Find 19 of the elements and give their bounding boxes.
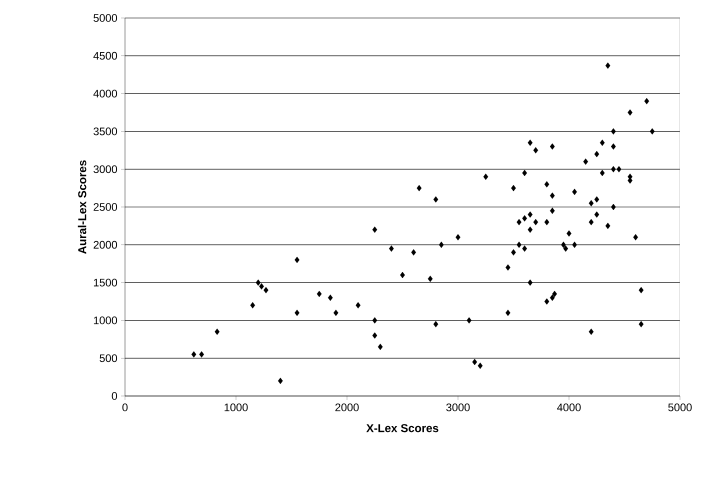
y-tick-label: 500	[100, 354, 118, 362]
y-tick-label: 2000	[94, 240, 118, 249]
x-tick-label: 3000	[446, 404, 470, 412]
y-axis-title: Aural-Lex Scores	[78, 160, 86, 254]
y-tick-label: 3500	[94, 128, 118, 136]
y-tick-label: 1500	[94, 278, 118, 286]
y-tick-label: 4500	[93, 52, 118, 60]
y-tick-label: 3000	[94, 165, 118, 174]
x-tick-label: 2000	[335, 404, 359, 412]
x-tick-label: 5000	[668, 404, 692, 412]
x-tick-label: 4000	[557, 404, 581, 412]
y-tick-label: 5000	[94, 14, 118, 22]
x-tick-label: 1000	[224, 404, 248, 412]
y-tick-label: 4000	[93, 90, 118, 98]
y-tick-label: 1000	[94, 316, 118, 324]
y-tick-label: 2500	[94, 203, 118, 211]
y-tick-label: 0	[112, 392, 118, 400]
x-tick-label: 0	[122, 404, 128, 412]
x-axis-title: X-Lex Scores	[366, 424, 438, 432]
